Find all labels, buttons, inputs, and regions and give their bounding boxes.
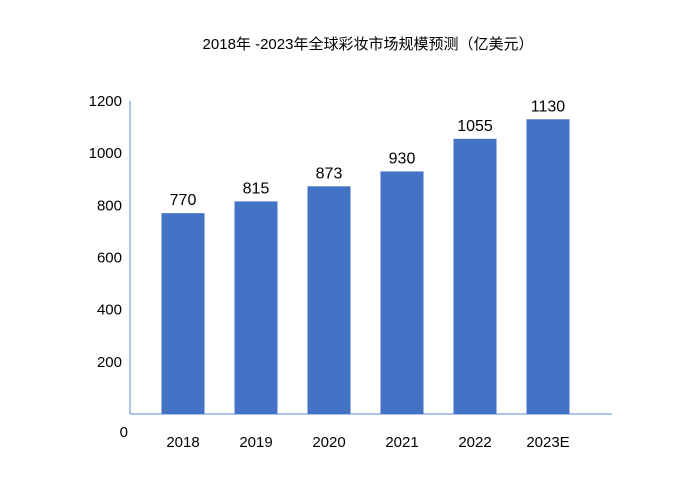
bar (161, 213, 205, 414)
y-tick-label: 800 (97, 197, 122, 214)
chart-title: 2018年 -2023年全球彩妆市场规模预测（亿美元） (203, 35, 534, 53)
data-label: 815 (243, 180, 270, 197)
bars (161, 119, 570, 414)
data-label: 1130 (531, 98, 566, 115)
bar (380, 171, 424, 414)
y-tick-labels: 0 200 400 600 800 1000 1200 (89, 93, 128, 441)
x-tick-label: 2018 (166, 434, 199, 451)
bar (453, 138, 497, 414)
x-tick-label: 2021 (385, 434, 418, 451)
data-label: 930 (389, 150, 416, 167)
y-tick-label: 1000 (89, 145, 122, 162)
y-tick-label: 0 (120, 424, 128, 441)
y-tick-label: 600 (97, 250, 122, 267)
x-tick-labels: 2018 2019 2020 2021 2022 2023E (166, 434, 569, 451)
x-tick-label: 2023E (526, 434, 569, 451)
bar (526, 119, 570, 414)
bar (307, 186, 351, 414)
data-labels: 770 815 873 930 1055 1130 (170, 98, 566, 209)
bar (234, 201, 278, 414)
data-label: 770 (170, 192, 197, 209)
data-label: 1055 (457, 118, 493, 135)
data-label: 873 (316, 165, 343, 182)
x-tick-label: 2022 (458, 434, 491, 451)
y-tick-label: 400 (97, 302, 122, 319)
y-tick-label: 200 (97, 354, 122, 371)
y-tick-label: 1200 (89, 93, 122, 110)
x-tick-label: 2020 (312, 434, 345, 451)
x-tick-label: 2019 (239, 434, 272, 451)
